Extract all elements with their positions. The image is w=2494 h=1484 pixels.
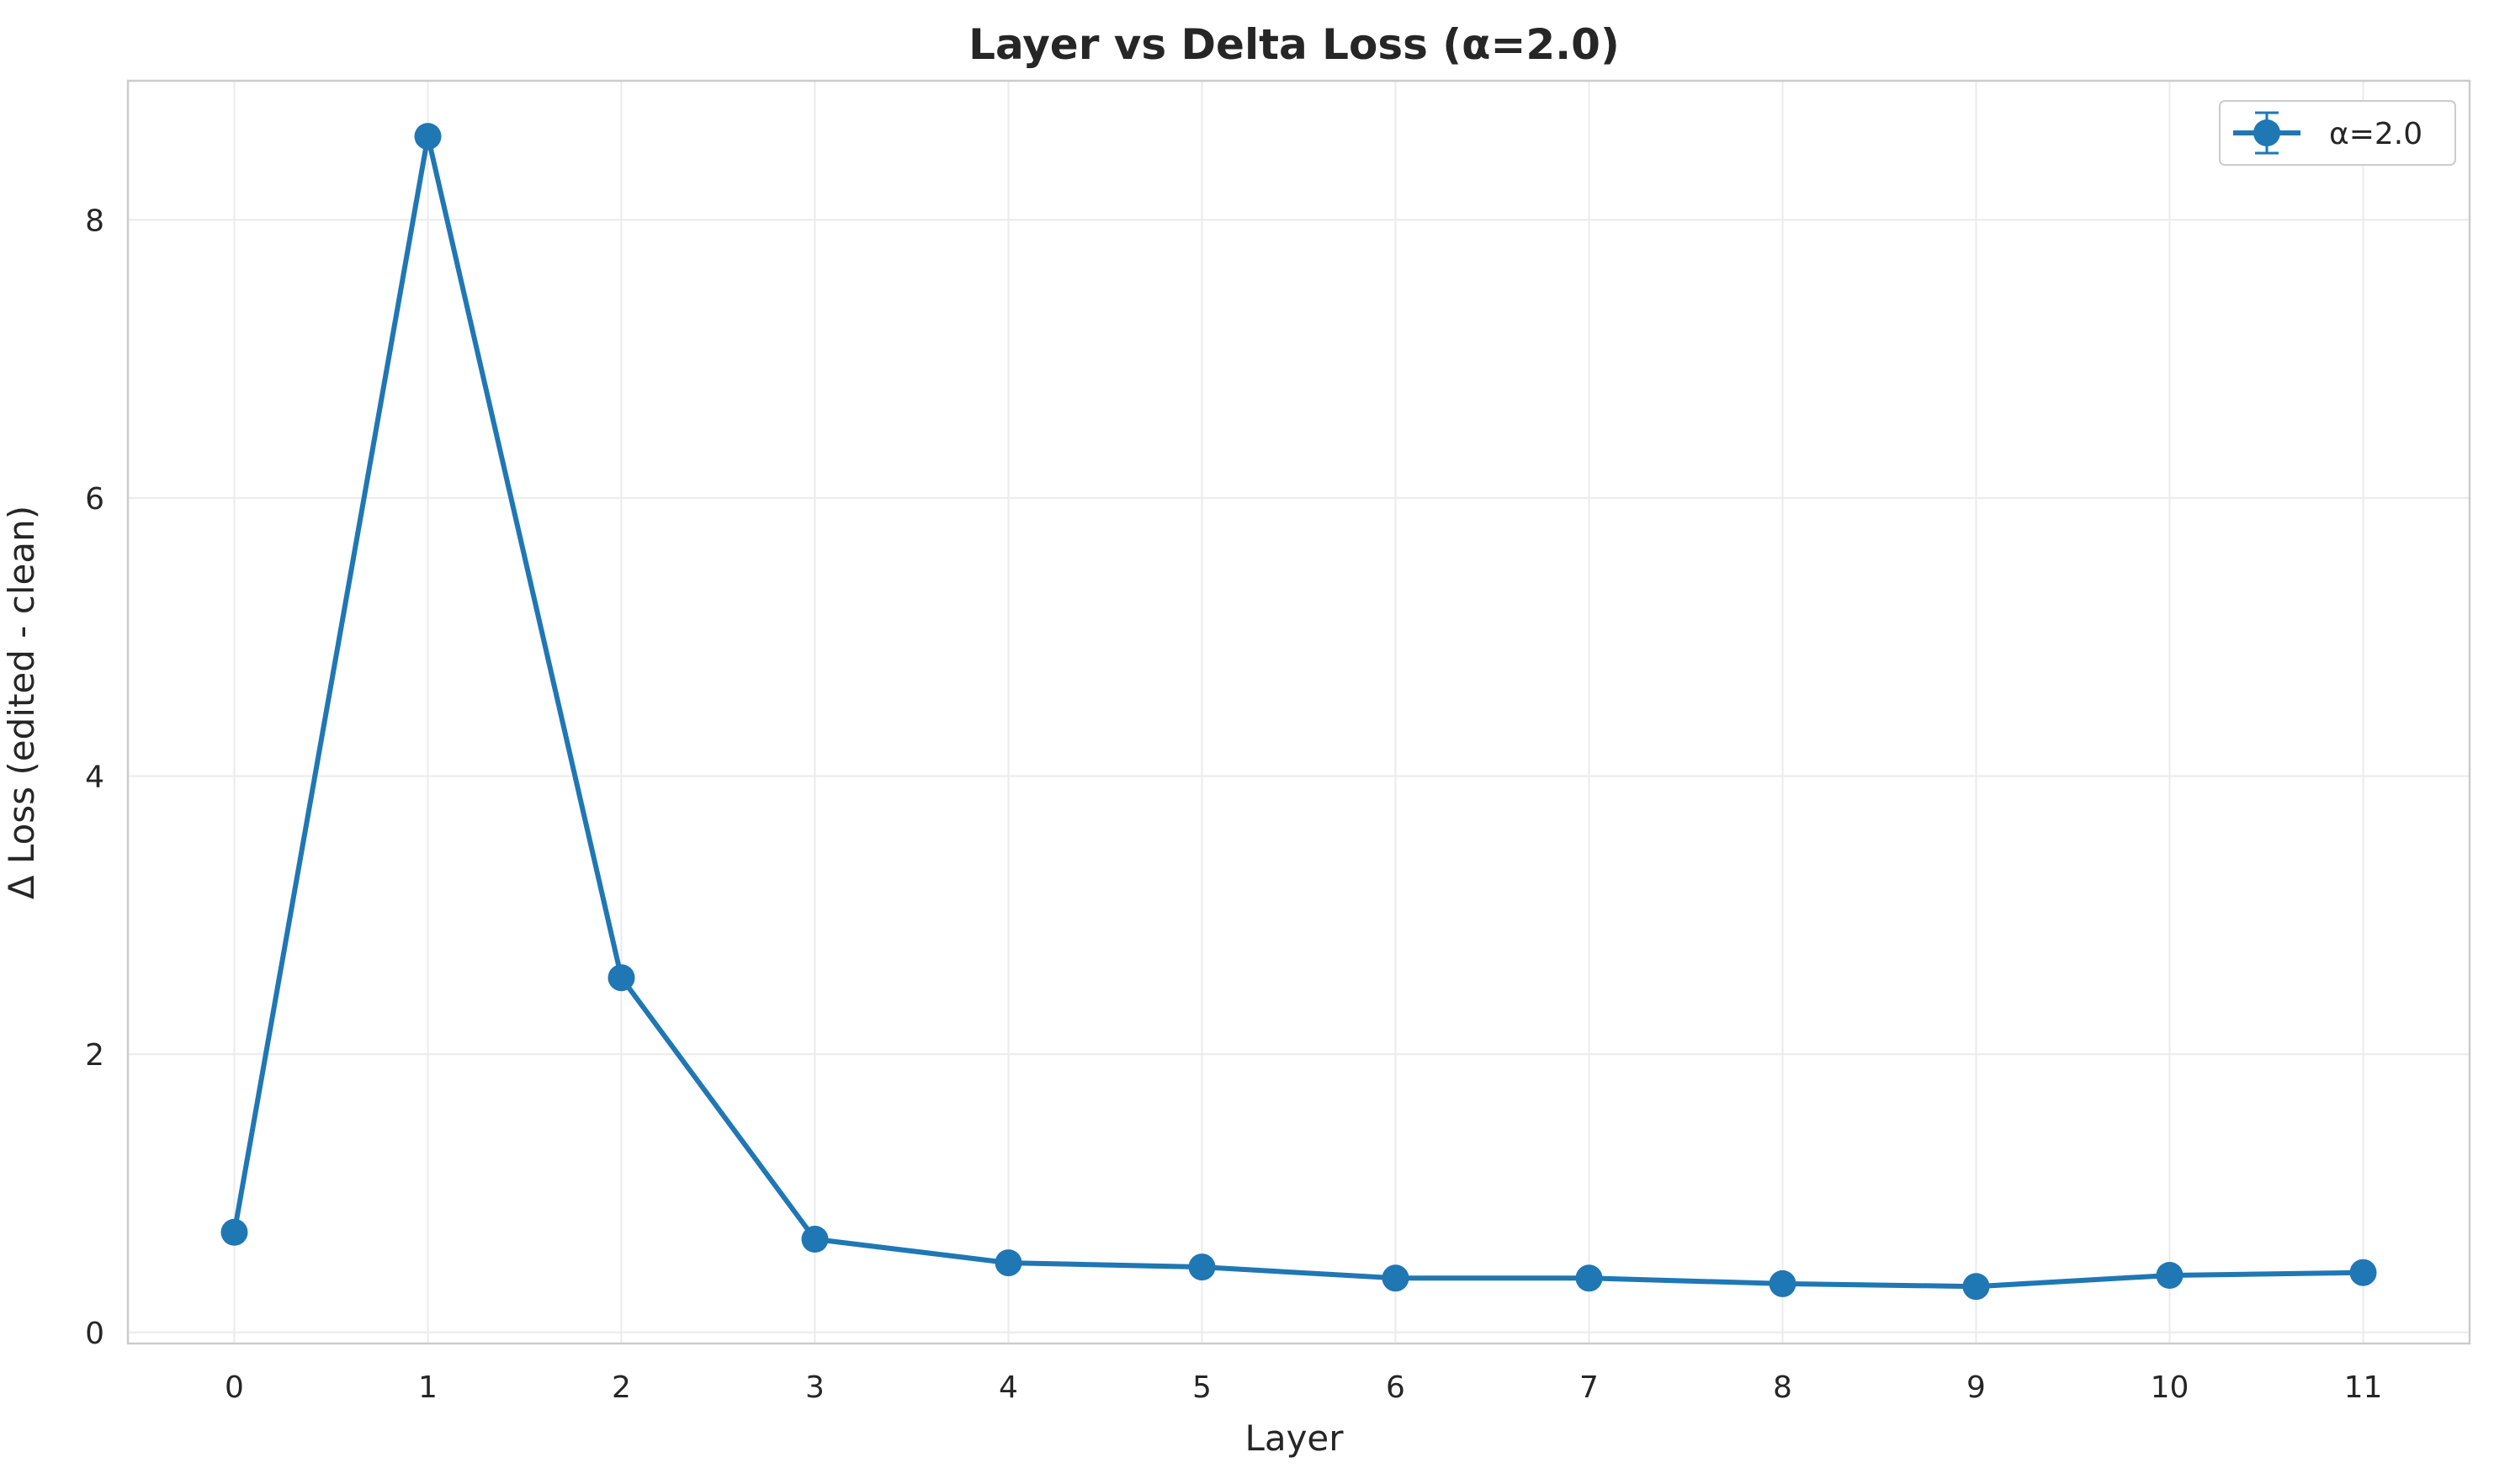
- y-tick-label: 6: [85, 482, 104, 517]
- data-point: [995, 1249, 1022, 1277]
- chart-title: Layer vs Delta Loss (α=2.0): [968, 20, 1620, 69]
- x-tick-label: 3: [805, 1370, 825, 1405]
- data-point: [2349, 1259, 2377, 1286]
- x-tick-label: 6: [1386, 1370, 1405, 1405]
- grid: [128, 81, 2470, 1344]
- legend-marker: [2253, 119, 2280, 146]
- ticks: 0 1 2 3 4 5 6 7 8 9 10 11 0 2 4 6 8: [85, 204, 2382, 1405]
- data-point: [801, 1226, 829, 1253]
- plot-frame: [126, 79, 2471, 1345]
- x-tick-label: 4: [999, 1370, 1018, 1405]
- x-tick-label: 8: [1773, 1370, 1792, 1405]
- x-tick-label: 2: [612, 1370, 631, 1405]
- data-point: [1769, 1269, 1796, 1297]
- legend-label: α=2.0: [2329, 117, 2422, 151]
- data-point: [1575, 1264, 1603, 1292]
- legend: α=2.0: [2219, 100, 2456, 166]
- y-tick-label: 2: [85, 1038, 104, 1073]
- series: [220, 123, 2377, 1301]
- series-line: [231, 134, 2366, 1290]
- x-tick-label: 0: [225, 1370, 244, 1405]
- x-tick-label: 10: [2151, 1370, 2189, 1405]
- x-axis-label: Layer: [1244, 1418, 1344, 1459]
- data-point: [1188, 1253, 1216, 1281]
- data-point: [1962, 1273, 1990, 1301]
- data-point: [608, 964, 635, 992]
- data-point: [220, 1218, 248, 1246]
- x-tick-label: 5: [1192, 1370, 1212, 1405]
- y-axis-label: Δ Loss (edited - clean): [1, 506, 42, 899]
- data-point: [414, 123, 442, 151]
- data-point: [2156, 1261, 2184, 1289]
- legend-box: [2219, 100, 2456, 166]
- y-tick-label: 8: [85, 204, 104, 238]
- y-tick-label: 4: [85, 761, 104, 795]
- y-tick-label: 0: [85, 1317, 104, 1351]
- data-point: [1382, 1264, 1409, 1292]
- x-tick-label: 1: [418, 1370, 438, 1405]
- x-tick-label: 9: [1966, 1370, 1986, 1405]
- x-tick-label: 7: [1579, 1370, 1599, 1405]
- x-tick-label: 11: [2344, 1370, 2383, 1405]
